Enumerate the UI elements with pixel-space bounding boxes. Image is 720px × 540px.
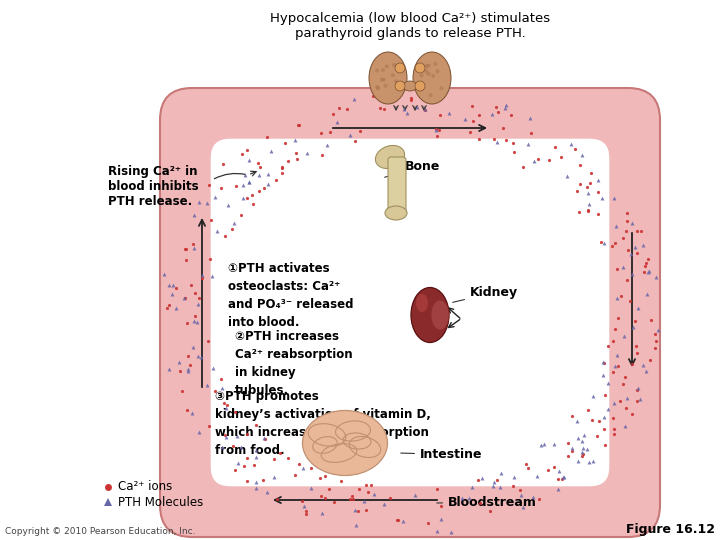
- Ellipse shape: [428, 93, 433, 97]
- Ellipse shape: [385, 206, 407, 220]
- Ellipse shape: [381, 68, 385, 72]
- Ellipse shape: [403, 81, 417, 91]
- Text: Figure 16.12: Figure 16.12: [626, 523, 715, 536]
- Text: ①PTH activates
osteoclasts: Ca²⁺
and PO₄³⁻ released
into blood.: ①PTH activates osteoclasts: Ca²⁺ and PO₄…: [228, 262, 354, 329]
- Ellipse shape: [375, 85, 379, 89]
- Text: Copyright © 2010 Pearson Education, Inc.: Copyright © 2010 Pearson Education, Inc.: [5, 527, 196, 536]
- Ellipse shape: [415, 81, 425, 91]
- Ellipse shape: [439, 86, 444, 90]
- Ellipse shape: [394, 79, 398, 83]
- Ellipse shape: [419, 87, 423, 92]
- Ellipse shape: [396, 81, 400, 85]
- Ellipse shape: [385, 64, 389, 69]
- Ellipse shape: [415, 63, 425, 73]
- Ellipse shape: [392, 63, 396, 67]
- Text: Kidney: Kidney: [453, 286, 518, 302]
- FancyBboxPatch shape: [160, 88, 660, 537]
- Ellipse shape: [375, 145, 405, 168]
- Ellipse shape: [416, 294, 428, 312]
- Ellipse shape: [411, 287, 449, 342]
- Ellipse shape: [433, 62, 438, 66]
- Text: Hypocalcemia (low blood Ca²⁺) stimulates
parathyroid glands to release PTH.: Hypocalcemia (low blood Ca²⁺) stimulates…: [270, 12, 550, 40]
- Text: Bloodstream: Bloodstream: [437, 496, 537, 509]
- Text: Ca²⁺ ions: Ca²⁺ ions: [118, 481, 172, 494]
- FancyBboxPatch shape: [210, 138, 610, 487]
- Text: ②PTH increases
Ca²⁺ reabsorption
in kidney
tubules.: ②PTH increases Ca²⁺ reabsorption in kidn…: [235, 330, 353, 397]
- Text: Intestine: Intestine: [401, 448, 482, 461]
- Text: Rising Ca²⁺ in
blood inhibits
PTH release.: Rising Ca²⁺ in blood inhibits PTH releas…: [108, 165, 199, 208]
- Ellipse shape: [379, 78, 384, 82]
- Ellipse shape: [427, 64, 431, 68]
- Text: PTH Molecules: PTH Molecules: [118, 496, 203, 509]
- Ellipse shape: [395, 81, 405, 91]
- FancyBboxPatch shape: [388, 157, 406, 215]
- Ellipse shape: [424, 69, 428, 73]
- Ellipse shape: [431, 300, 449, 330]
- Ellipse shape: [302, 410, 387, 476]
- Ellipse shape: [391, 73, 395, 77]
- Ellipse shape: [395, 63, 405, 73]
- Ellipse shape: [382, 77, 386, 82]
- Ellipse shape: [384, 84, 387, 87]
- Ellipse shape: [420, 73, 423, 78]
- Text: Bone: Bone: [384, 160, 441, 177]
- Ellipse shape: [420, 85, 423, 89]
- Ellipse shape: [426, 72, 431, 76]
- Ellipse shape: [413, 52, 451, 104]
- Ellipse shape: [431, 74, 435, 78]
- Ellipse shape: [376, 86, 380, 90]
- Ellipse shape: [369, 52, 407, 104]
- Ellipse shape: [436, 69, 439, 73]
- Text: ③PTH promotes
kidney’s activation of vitamin D,
which increases Ca²⁺ absorption
: ③PTH promotes kidney’s activation of vit…: [215, 390, 431, 457]
- Ellipse shape: [425, 64, 428, 68]
- Ellipse shape: [375, 69, 379, 72]
